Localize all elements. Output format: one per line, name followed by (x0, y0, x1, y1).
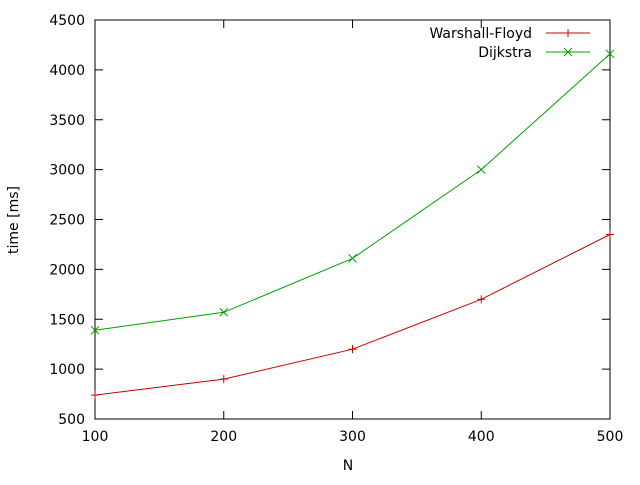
x-tick-label: 200 (210, 429, 237, 445)
x-axis-label: N (343, 458, 353, 474)
y-tick-label: 3000 (49, 163, 85, 179)
axis-ticks: 500 1000 1500 2000 2500 3000 3500 4000 4500 100 20… (49, 13, 623, 445)
y-tick-label: 4000 (49, 63, 85, 79)
y-tick-label: 1500 (49, 312, 85, 328)
x-tick-label: 300 (339, 429, 366, 445)
data-point (348, 345, 357, 354)
data-point (219, 375, 228, 384)
data-point (605, 49, 615, 59)
y-axis-label: time [ms] (6, 186, 22, 254)
x-tick-label: 400 (468, 429, 495, 445)
y-tick-label: 500 (58, 412, 85, 428)
legend-label: Dijkstra (478, 45, 532, 61)
x-tick-label: 500 (597, 429, 624, 445)
y-tick-label: 3500 (49, 113, 85, 129)
y-tick-label: 1000 (49, 362, 85, 378)
series-line-1 (94, 53, 611, 331)
data-point (476, 165, 486, 174)
legend-marker (564, 29, 572, 37)
data-point (90, 325, 100, 335)
data-point (219, 307, 229, 317)
data-point (606, 230, 614, 239)
y-tick-label: 2500 (49, 213, 85, 229)
x-tick-label: 100 (82, 429, 109, 445)
plot-frame (94, 19, 611, 420)
legend-marker (563, 47, 573, 57)
series-lines (90, 49, 615, 400)
y-tick-label: 2000 (49, 262, 85, 278)
data-point (477, 295, 486, 304)
data-point (91, 391, 99, 400)
data-point (348, 254, 357, 263)
legend-label: Warshall-Floyd (429, 26, 532, 42)
y-tick-label: 4500 (49, 13, 85, 29)
legend: Warshall-Floyd Dijkstra (429, 26, 590, 61)
